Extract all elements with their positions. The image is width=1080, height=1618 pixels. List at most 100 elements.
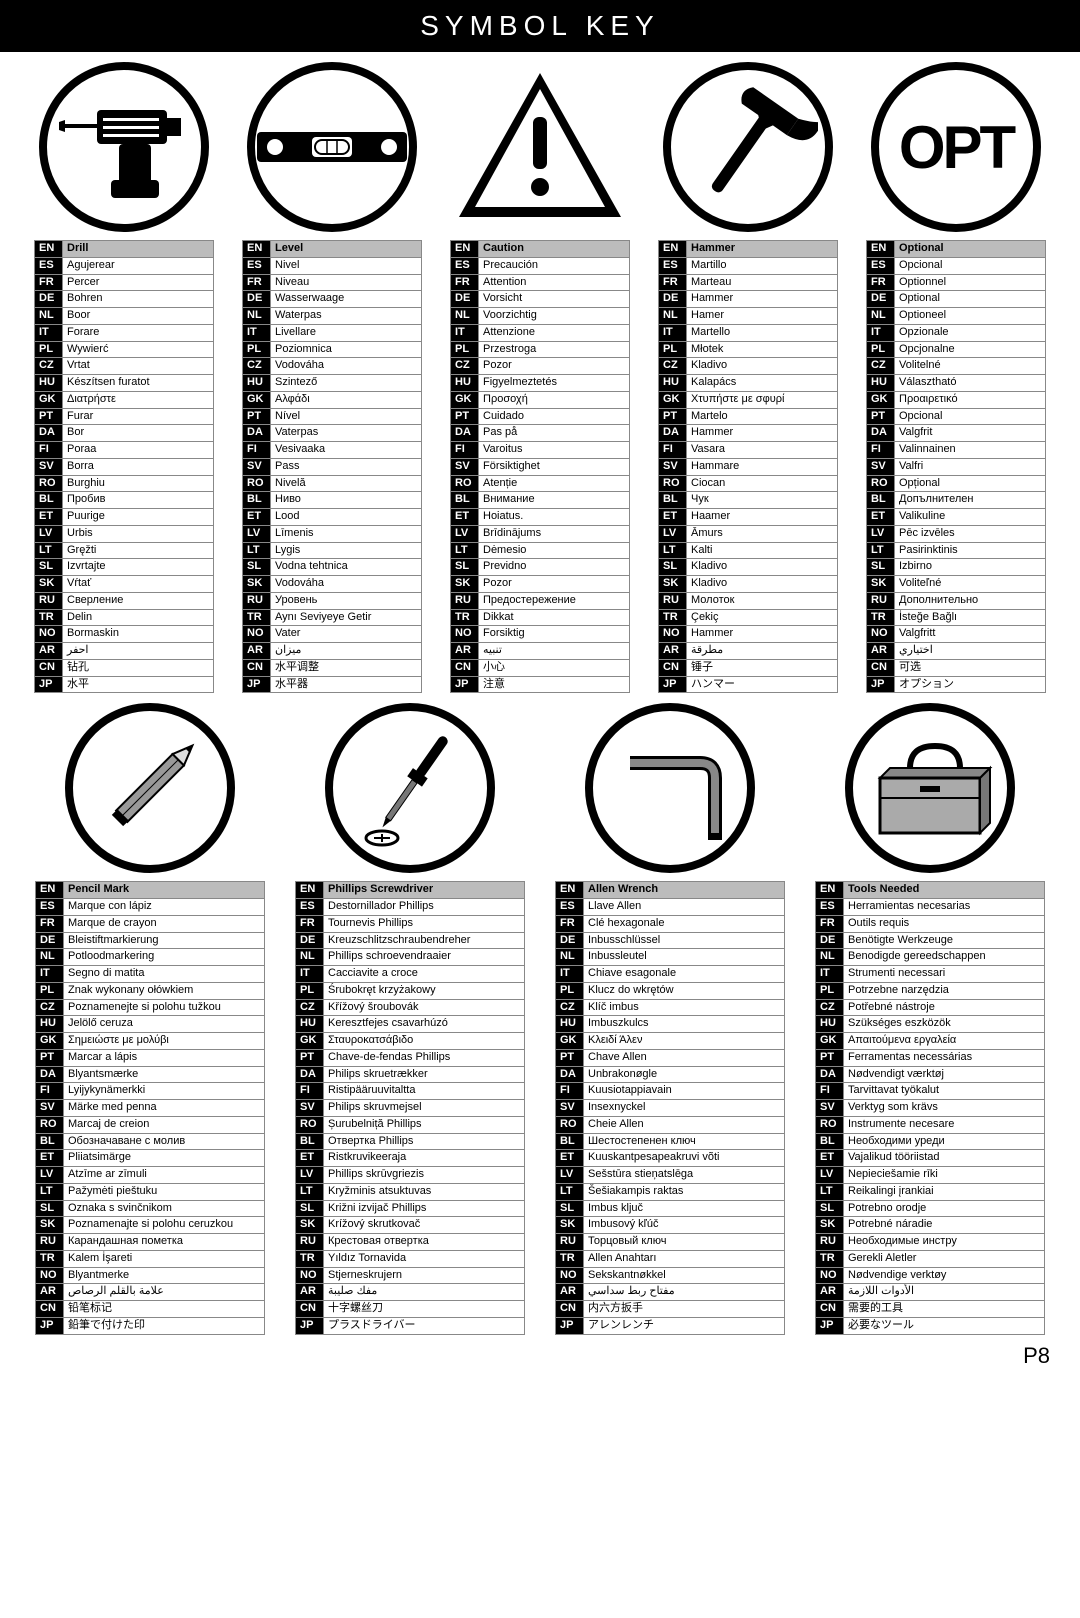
lang-code: LT: [556, 1183, 584, 1200]
term-label: Cacciavite a croce: [324, 966, 525, 983]
lang-code: PL: [243, 341, 271, 358]
term-label: Valfri: [895, 458, 1046, 475]
term-label: Pencil Mark: [64, 882, 265, 899]
lang-code: CZ: [296, 999, 324, 1016]
lang-code: LV: [867, 525, 895, 542]
legend-opt: ENOptionalESOpcionalFROptionnelDEOptiona…: [866, 240, 1046, 693]
term-label: Vodna tehtnica: [271, 559, 422, 576]
lang-code: BL: [816, 1133, 844, 1150]
term-label: Kladivo: [687, 358, 838, 375]
term-label: مفتاح ربط سداسي: [584, 1284, 785, 1301]
lang-code: DA: [867, 425, 895, 442]
lang-code: CN: [296, 1301, 324, 1318]
lang-code: SL: [243, 559, 271, 576]
term-label: Segno di matita: [64, 966, 265, 983]
term-label: Znak wykonany ołówkiem: [64, 982, 265, 999]
lang-code: SV: [36, 1100, 64, 1117]
term-label: Șurubelniță Phillips: [324, 1116, 525, 1133]
lang-code: PL: [816, 982, 844, 999]
lang-code: RU: [36, 1234, 64, 1251]
term-label: Borra: [63, 458, 214, 475]
term-label: Bor: [63, 425, 214, 442]
term-label: 必要なツール: [844, 1317, 1045, 1334]
lang-code: TR: [556, 1250, 584, 1267]
lang-code: FR: [36, 915, 64, 932]
lang-code: FI: [867, 442, 895, 459]
term-label: Caution: [479, 241, 630, 258]
lang-code: NO: [867, 626, 895, 643]
lang-code: FI: [659, 442, 687, 459]
term-label: احفر: [63, 643, 214, 660]
lang-code: RU: [35, 592, 63, 609]
lang-code: FI: [35, 442, 63, 459]
lang-code: SK: [243, 576, 271, 593]
term-label: Hammer: [687, 241, 838, 258]
term-label: Boor: [63, 308, 214, 325]
lang-code: SL: [296, 1200, 324, 1217]
term-label: Hoiatus.: [479, 509, 630, 526]
lang-code: CN: [816, 1301, 844, 1318]
term-label: Drill: [63, 241, 214, 258]
lang-code: JP: [867, 676, 895, 693]
lang-code: JP: [659, 676, 687, 693]
legend-level: ENLevelESNivelFRNiveauDEWasserwaageNLWat…: [242, 240, 422, 693]
term-label: Vajalikud tööriistad: [844, 1150, 1045, 1167]
term-label: Sekskantnøkkel: [584, 1267, 785, 1284]
lang-code: JP: [35, 676, 63, 693]
lang-code: JP: [451, 676, 479, 693]
term-label: Izbirno: [895, 559, 1046, 576]
term-label: Tarvittavat työkalut: [844, 1083, 1045, 1100]
lang-code: GK: [659, 391, 687, 408]
lang-code: GK: [451, 391, 479, 408]
lang-code: SV: [867, 458, 895, 475]
term-label: Σημειώστε με μολύβι: [64, 1033, 265, 1050]
term-label: Chiave esagonale: [584, 966, 785, 983]
lang-code: AR: [659, 643, 687, 660]
term-label: Dėmesio: [479, 542, 630, 559]
lang-code: PL: [867, 341, 895, 358]
term-label: مطرقة: [687, 643, 838, 660]
col-pencil: ENPencil MarkESMarque con lápizFRMarque …: [35, 703, 265, 1334]
term-label: Отвертка Phillips: [324, 1133, 525, 1150]
term-label: Kuuskantpesapeakruvi võti: [584, 1150, 785, 1167]
lang-code: BL: [296, 1133, 324, 1150]
term-label: Kladivo: [687, 576, 838, 593]
lang-code: DE: [243, 291, 271, 308]
term-label: Nepieciešamie rīki: [844, 1167, 1045, 1184]
drill-icon: [39, 62, 209, 232]
lang-code: BL: [451, 492, 479, 509]
term-label: Potrebné náradie: [844, 1217, 1045, 1234]
lang-code: SV: [451, 458, 479, 475]
legend-drill: ENDrillESAgujerearFRPercerDEBohrenNLBoor…: [34, 240, 214, 693]
caution-icon: [455, 62, 625, 232]
term-label: مفك صليبة: [324, 1284, 525, 1301]
hammer-icon: [663, 62, 833, 232]
term-label: Imbus ključ: [584, 1200, 785, 1217]
term-label: Vodováha: [271, 358, 422, 375]
lang-code: EN: [35, 241, 63, 258]
term-label: تنبيه: [479, 643, 630, 660]
lang-code: RO: [867, 475, 895, 492]
lang-code: JP: [296, 1317, 324, 1334]
lang-code: NO: [35, 626, 63, 643]
term-label: Martillo: [687, 257, 838, 274]
lang-code: GK: [296, 1033, 324, 1050]
lang-code: CZ: [659, 358, 687, 375]
lang-code: JP: [36, 1317, 64, 1334]
term-label: Insexnyckel: [584, 1100, 785, 1117]
term-label: Marcar a lápis: [64, 1049, 265, 1066]
term-label: Αλφάδι: [271, 391, 422, 408]
term-label: Blyantmerke: [64, 1267, 265, 1284]
lang-code: GK: [36, 1033, 64, 1050]
term-label: アレンレンチ: [584, 1317, 785, 1334]
lang-code: NO: [816, 1267, 844, 1284]
term-label: Bleistiftmarkierung: [64, 932, 265, 949]
term-label: Nødvendigt værktøj: [844, 1066, 1045, 1083]
lang-code: ES: [867, 257, 895, 274]
term-label: Nivel: [271, 257, 422, 274]
lang-code: EN: [867, 241, 895, 258]
term-label: Attention: [479, 274, 630, 291]
bottom-section: ENPencil MarkESMarque con lápizFRMarque …: [0, 703, 1080, 1334]
lang-code: HU: [556, 1016, 584, 1033]
term-label: Hammer: [687, 626, 838, 643]
